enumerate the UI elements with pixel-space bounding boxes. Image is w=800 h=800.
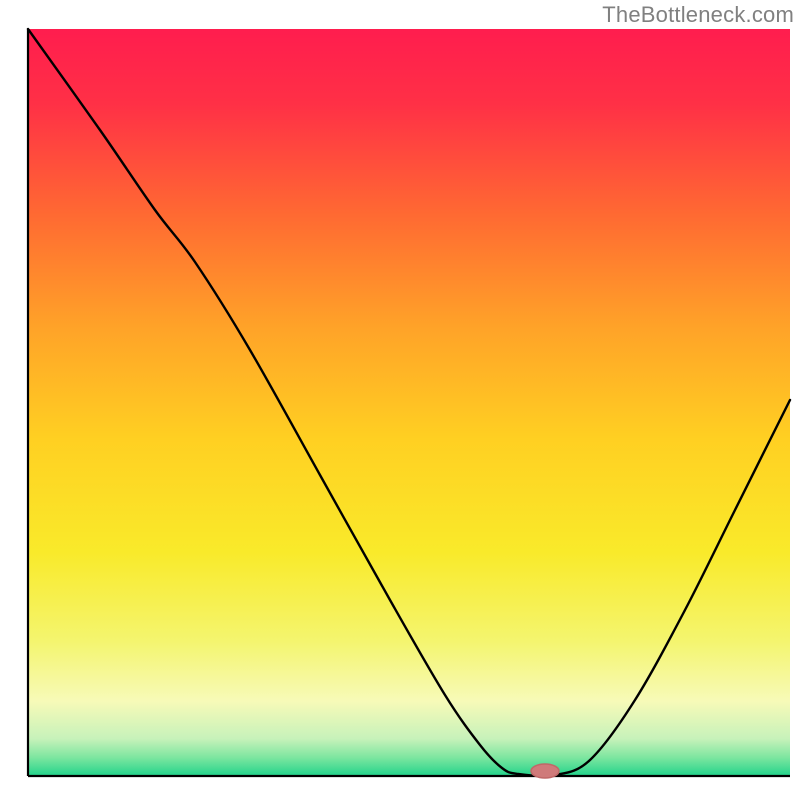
- chart-container: TheBottleneck.com: [0, 0, 800, 800]
- gradient-background: [28, 29, 790, 776]
- watermark-label: TheBottleneck.com: [602, 2, 794, 28]
- optimal-marker: [531, 764, 559, 778]
- bottleneck-chart: [0, 0, 800, 800]
